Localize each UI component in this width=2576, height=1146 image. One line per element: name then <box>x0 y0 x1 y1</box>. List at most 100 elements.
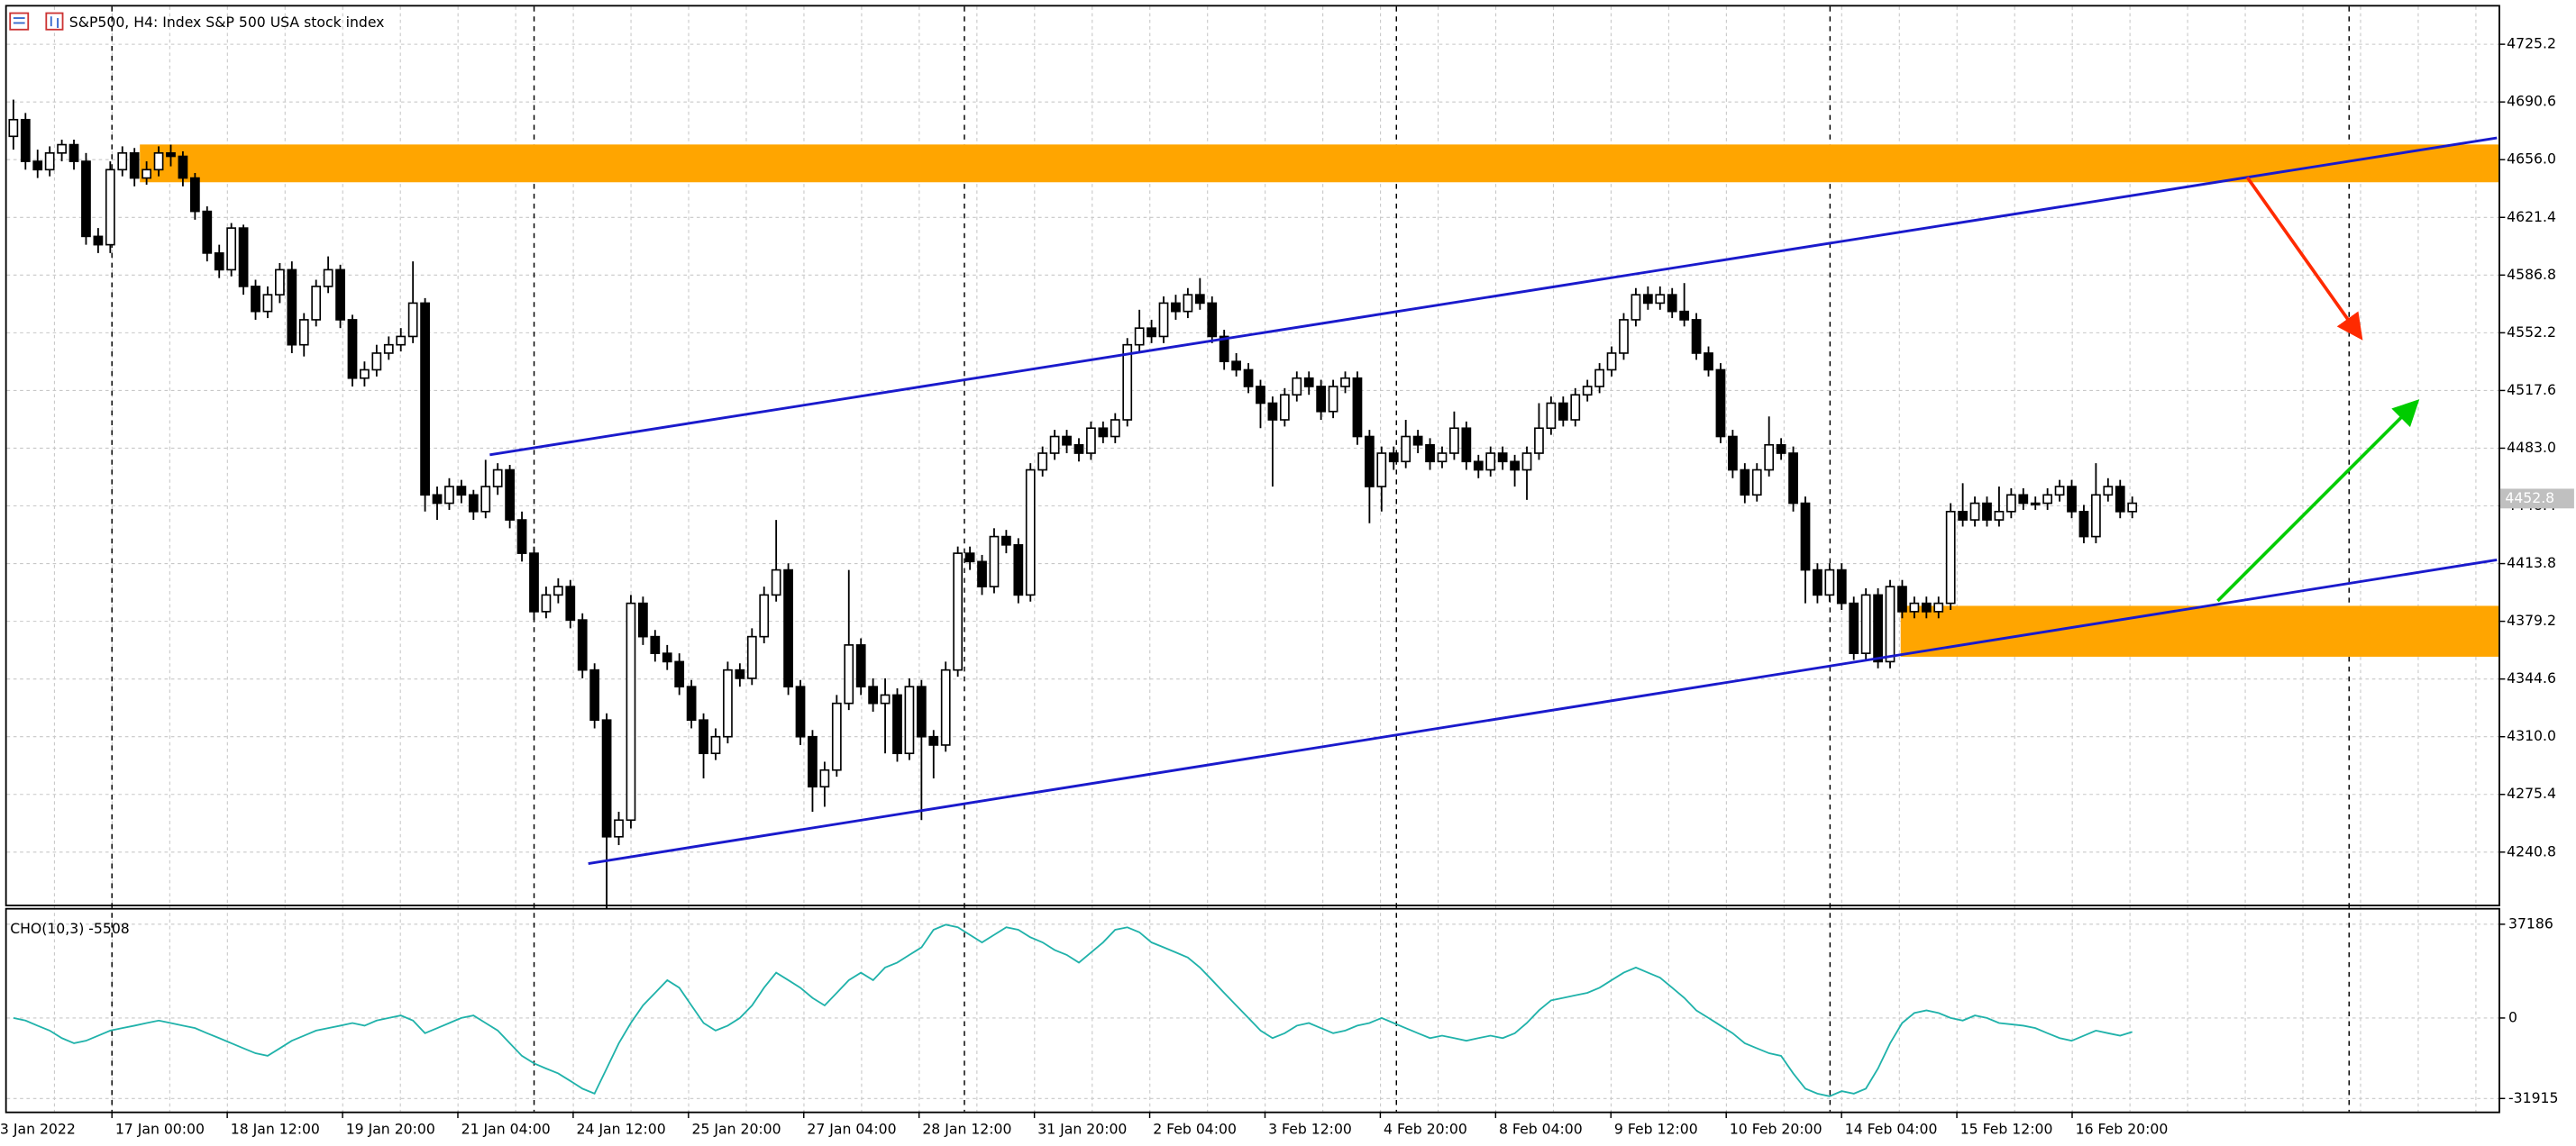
candle-body <box>1158 302 1169 338</box>
candle-body <box>1897 586 1907 613</box>
candle-body <box>1352 377 1363 438</box>
x-tick-label: 2 Feb 04:00 <box>1153 1120 1237 1137</box>
candle-body <box>529 552 539 613</box>
x-tick-label: 3 Feb 12:00 <box>1268 1120 1352 1137</box>
candle-body <box>335 268 345 321</box>
candle-body <box>1982 502 1992 521</box>
y-tick-label: 4483.0 <box>2507 439 2556 456</box>
overlay: 4725.2 4690.6 4656.0 4621.4 4586.8 4552.2 4517… <box>0 35 2574 1137</box>
osc-tick-label: -31915 <box>2508 1089 2558 1106</box>
candle-body <box>8 118 19 138</box>
candle-body <box>1231 360 1241 371</box>
candle-body <box>1557 402 1568 421</box>
candle-body <box>1098 427 1109 438</box>
candle-body <box>2078 510 2089 538</box>
x-tick-label: 16 Feb 20:00 <box>2076 1120 2169 1137</box>
candle-body <box>892 694 902 755</box>
candle-body <box>1473 460 1484 471</box>
x-tick-label: 28 Jan 12:00 <box>922 1120 1011 1137</box>
y-tick-label: 4656.0 <box>2507 150 2556 168</box>
candle-body <box>1631 294 1641 321</box>
candle-body <box>420 302 430 496</box>
candle-body <box>650 635 661 654</box>
candle-body <box>1256 386 1265 405</box>
candle-body <box>614 819 624 838</box>
y-tick-label: 4275.4 <box>2507 785 2556 802</box>
candle-body <box>795 686 806 738</box>
candle-body <box>105 168 115 246</box>
candle-body <box>275 268 285 296</box>
candle-body <box>32 160 43 171</box>
y-tick-label: 4690.6 <box>2507 93 2556 110</box>
candle-body <box>1086 427 1096 454</box>
candle-body <box>69 143 79 162</box>
y-tick-label: 4240.8 <box>2507 842 2556 860</box>
candle-body <box>1740 468 1750 496</box>
candle-body <box>1704 352 1713 371</box>
candle-body <box>1788 452 1798 505</box>
candle-body <box>1412 435 1423 446</box>
candle-body <box>2091 494 2101 538</box>
candle-body <box>1497 452 1508 463</box>
y-tick-label: 4586.8 <box>2507 266 2556 283</box>
channel-upper <box>489 136 2498 457</box>
candle-body <box>1570 394 1581 421</box>
candle-body <box>626 602 636 822</box>
candle-body <box>383 343 394 354</box>
y-tick-label: 4517.6 <box>2507 381 2556 398</box>
candle-body <box>989 535 1000 587</box>
candle-body <box>674 660 685 687</box>
candle-body <box>57 143 67 154</box>
candle-body <box>1836 568 1847 605</box>
candle-body <box>1049 435 1060 454</box>
candle-body <box>505 468 515 521</box>
candle-body <box>904 686 915 755</box>
candle-body <box>1194 294 1205 305</box>
candle-body <box>819 769 830 788</box>
y-tick-label: 4413.8 <box>2507 554 2556 571</box>
x-tick-label: 9 Feb 12:00 <box>1614 1120 1698 1137</box>
candle-body <box>1219 335 1229 363</box>
candle-body <box>1146 327 1156 338</box>
y-tick-label: 4552.2 <box>2507 323 2556 341</box>
x-tick-label: 18 Jan 12:00 <box>231 1120 320 1137</box>
candle-body <box>1171 302 1181 313</box>
x-tick-label: 15 Feb 12:00 <box>1960 1120 2053 1137</box>
y-tick-label: 4725.2 <box>2507 35 2556 52</box>
x-tick-label: 19 Jan 20:00 <box>346 1120 435 1137</box>
candle-body <box>1667 294 1677 313</box>
candle-body <box>759 594 770 638</box>
candle-body <box>444 486 454 505</box>
candle-body <box>541 594 552 613</box>
candle-body <box>1437 452 1448 463</box>
candle-body <box>601 719 612 838</box>
candle-body <box>347 319 358 379</box>
candle-body <box>1824 568 1835 596</box>
candle-body <box>1933 602 1944 613</box>
x-tick-label: 27 Jan 04:00 <box>807 1120 896 1137</box>
candle-body <box>940 668 951 746</box>
candle-body <box>808 735 818 788</box>
candle-body <box>686 686 697 722</box>
candle-body <box>1388 452 1399 463</box>
candle-body <box>1800 502 1811 571</box>
candle-body <box>746 635 757 679</box>
candle-body <box>432 494 443 505</box>
candle-body <box>1594 368 1604 387</box>
candle-body <box>1642 294 1653 305</box>
candle-body <box>2005 494 2016 513</box>
candle-body <box>699 719 708 755</box>
candle-body <box>93 235 104 246</box>
x-tick-label: 4 Feb 20:00 <box>1384 1120 1467 1137</box>
candle-body <box>287 268 297 346</box>
candle-body <box>1860 594 1871 654</box>
candle-body <box>189 177 200 213</box>
x-tick-label: 24 Jan 12:00 <box>577 1120 666 1137</box>
candle-body <box>2127 502 2138 513</box>
candle-body <box>2054 486 2065 496</box>
candle-body <box>20 118 31 162</box>
x-tick-label: 8 Feb 04:00 <box>1499 1120 1583 1137</box>
candle-body <box>855 644 866 687</box>
resistance-zone <box>140 144 2499 183</box>
